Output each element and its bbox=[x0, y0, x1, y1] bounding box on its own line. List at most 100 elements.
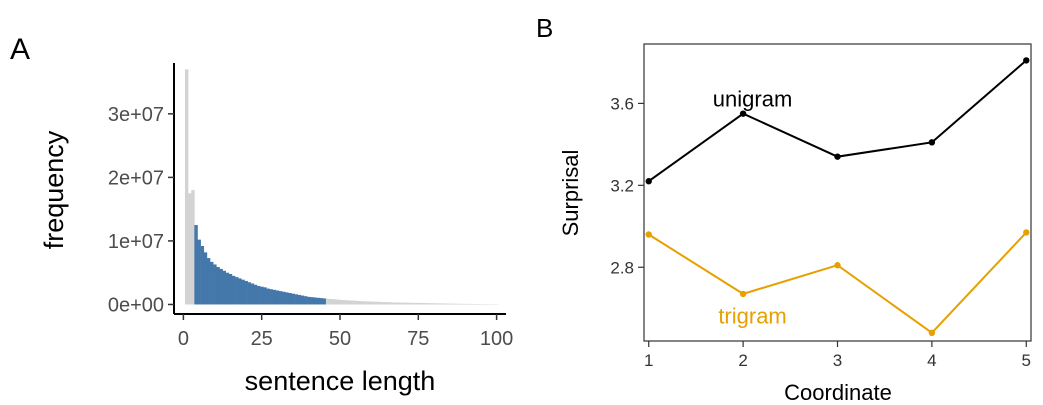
data-point-unigram bbox=[928, 139, 936, 146]
y-tick-label: 3.6 bbox=[610, 94, 634, 113]
histogram-bar bbox=[366, 301, 371, 305]
histogram-bar bbox=[238, 278, 242, 305]
histogram-bar bbox=[385, 302, 389, 305]
line-series: unigram trigram bbox=[645, 57, 1030, 337]
histogram-bar bbox=[329, 299, 333, 305]
histogram-bar bbox=[225, 272, 230, 305]
histogram-bar bbox=[338, 299, 342, 305]
histogram-bar bbox=[382, 302, 386, 305]
histogram-bar bbox=[460, 303, 465, 305]
histogram-bar bbox=[213, 264, 217, 305]
histogram-bar bbox=[244, 280, 248, 305]
histogram-bar bbox=[432, 303, 436, 305]
x-tick-label: 75 bbox=[407, 328, 429, 350]
histogram-bar bbox=[335, 299, 339, 305]
histogram-bar bbox=[322, 298, 327, 305]
histogram-bar bbox=[253, 284, 258, 305]
x-tick-label: 0 bbox=[178, 328, 189, 350]
data-point-unigram bbox=[645, 178, 652, 185]
histogram-bar bbox=[404, 302, 408, 305]
histogram-bar bbox=[303, 296, 308, 305]
histogram-bar bbox=[310, 297, 314, 305]
panel-label-b: B bbox=[536, 13, 553, 43]
histogram-bar bbox=[426, 303, 430, 305]
data-point-trigram bbox=[928, 329, 936, 337]
histogram-bar bbox=[247, 282, 252, 305]
histogram-bar bbox=[297, 294, 302, 305]
y-tick-label: 0e+00 bbox=[108, 294, 164, 316]
histogram-bar bbox=[369, 301, 374, 305]
x-tick-label: 2 bbox=[738, 351, 747, 370]
histogram-bar bbox=[285, 292, 289, 305]
histogram-bar bbox=[397, 302, 402, 305]
data-point-trigram bbox=[834, 262, 841, 269]
y-tick-label: 3e+07 bbox=[108, 104, 164, 126]
series-label-trigram: trigram bbox=[718, 303, 786, 328]
x-axis-ticks: 0 25 50 75 100 bbox=[178, 314, 513, 350]
x-axis-title: Coordinate bbox=[784, 380, 892, 405]
histogram-bar bbox=[197, 239, 201, 305]
histogram-bar bbox=[191, 190, 195, 305]
histogram-bar bbox=[435, 303, 439, 305]
histogram-bar bbox=[451, 303, 455, 305]
histogram-bar bbox=[260, 286, 264, 305]
histogram-bar bbox=[325, 298, 330, 305]
histogram-bar bbox=[235, 277, 239, 305]
histogram-bar bbox=[332, 299, 336, 305]
histogram-bar bbox=[372, 301, 377, 305]
y-tick-label: 1e+07 bbox=[108, 231, 164, 253]
data-point-unigram bbox=[1023, 57, 1030, 64]
histogram-bar bbox=[266, 288, 270, 305]
histogram-bar bbox=[441, 303, 446, 305]
x-tick-label: 100 bbox=[480, 328, 513, 350]
histogram-bar bbox=[210, 261, 214, 305]
data-point-unigram bbox=[834, 153, 841, 160]
histogram-bar bbox=[188, 193, 192, 305]
series-line-trigram bbox=[648, 231, 1028, 335]
histogram-bar bbox=[222, 270, 226, 305]
histogram-bar bbox=[354, 300, 358, 305]
histogram-bar bbox=[316, 297, 320, 305]
histogram-bar bbox=[294, 294, 299, 305]
histogram-bar bbox=[319, 298, 324, 305]
histogram-bar bbox=[444, 303, 449, 305]
histogram-bar bbox=[466, 303, 471, 305]
y-axis-title: Surprisal bbox=[558, 150, 583, 237]
histogram-bar bbox=[341, 300, 345, 305]
histogram-bar bbox=[288, 293, 292, 305]
histogram-bar bbox=[413, 302, 418, 305]
histogram-bar bbox=[363, 301, 367, 305]
x-axis-title: sentence length bbox=[245, 366, 436, 396]
x-tick-label: 4 bbox=[927, 351, 936, 370]
histogram-bar bbox=[278, 291, 283, 305]
histogram-bar bbox=[463, 303, 468, 305]
histogram-bar bbox=[200, 246, 205, 305]
histogram-bar bbox=[473, 303, 477, 305]
y-axis-ticks: 2.8 3.2 3.6 bbox=[610, 94, 644, 277]
histogram-bar bbox=[250, 283, 255, 305]
histogram-bar bbox=[219, 268, 223, 305]
y-tick-label: 3.2 bbox=[610, 176, 634, 195]
histogram-bar bbox=[438, 303, 443, 305]
x-tick-label: 3 bbox=[833, 351, 842, 370]
histogram-bar bbox=[454, 303, 458, 305]
x-tick-label: 50 bbox=[329, 328, 351, 350]
x-tick-label: 25 bbox=[251, 328, 273, 350]
histogram-bar bbox=[457, 303, 461, 305]
series-line-unigram bbox=[648, 59, 1027, 183]
data-point-unigram bbox=[739, 110, 747, 117]
histogram-bar bbox=[291, 293, 295, 305]
histogram-bar bbox=[388, 302, 392, 305]
data-point-trigram bbox=[739, 290, 747, 298]
histogram-bar bbox=[228, 273, 233, 305]
y-axis-title: frequency bbox=[39, 130, 69, 249]
histogram-bar bbox=[469, 303, 474, 305]
histogram-bar bbox=[344, 300, 349, 305]
panel-label-a: A bbox=[10, 33, 30, 66]
histogram-bar bbox=[206, 258, 211, 305]
histogram-bar bbox=[313, 297, 317, 305]
histogram-bar bbox=[448, 303, 452, 305]
histogram-bar bbox=[379, 301, 383, 305]
histogram-bar bbox=[410, 302, 414, 305]
